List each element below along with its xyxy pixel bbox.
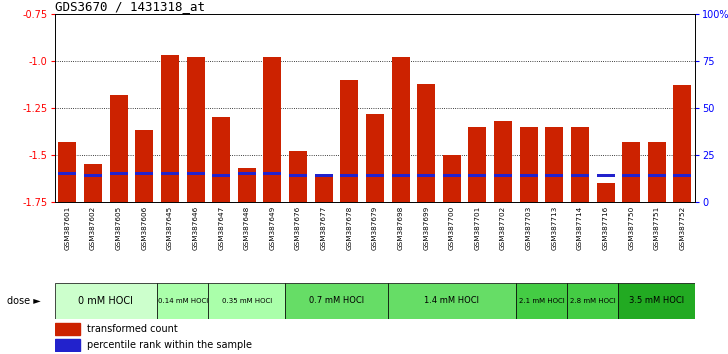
Text: GSM387750: GSM387750 — [628, 206, 634, 250]
Bar — [545, 174, 563, 177]
Text: GSM387678: GSM387678 — [347, 206, 352, 250]
Bar — [596, 183, 614, 202]
Bar — [314, 177, 333, 202]
Bar — [289, 174, 307, 177]
Bar — [596, 174, 614, 177]
Text: GSM387679: GSM387679 — [372, 206, 378, 250]
Text: GSM387751: GSM387751 — [654, 206, 660, 250]
Bar — [443, 155, 461, 202]
Text: GSM387700: GSM387700 — [448, 206, 455, 250]
Bar — [135, 131, 154, 202]
Bar — [520, 127, 538, 202]
Bar — [238, 168, 256, 202]
Bar — [468, 174, 486, 177]
Bar — [417, 174, 435, 177]
Text: GSM387646: GSM387646 — [192, 206, 199, 250]
Bar — [84, 164, 102, 202]
Text: GSM387605: GSM387605 — [116, 206, 122, 250]
Bar — [58, 172, 76, 175]
Bar — [314, 174, 333, 177]
Bar — [340, 174, 358, 177]
Bar — [622, 142, 640, 202]
Bar — [55, 283, 157, 319]
Text: GSM387606: GSM387606 — [141, 206, 147, 250]
Bar — [55, 322, 80, 335]
Text: GDS3670 / 1431318_at: GDS3670 / 1431318_at — [55, 0, 205, 13]
Bar — [289, 151, 307, 202]
Bar — [208, 283, 285, 319]
Bar — [264, 172, 282, 175]
Text: 0 mM HOCl: 0 mM HOCl — [79, 296, 133, 306]
Bar — [212, 174, 230, 177]
Text: GSM387702: GSM387702 — [500, 206, 506, 250]
Text: GSM387602: GSM387602 — [90, 206, 96, 250]
Bar — [186, 172, 205, 175]
Bar — [494, 121, 512, 202]
Bar — [516, 283, 567, 319]
Bar — [285, 283, 388, 319]
Bar — [264, 57, 282, 202]
Bar — [468, 127, 486, 202]
Text: GSM387703: GSM387703 — [526, 206, 531, 250]
Text: GSM387752: GSM387752 — [679, 206, 686, 250]
Text: GSM387649: GSM387649 — [269, 206, 275, 250]
Bar — [673, 85, 692, 202]
Bar — [388, 283, 516, 319]
Bar — [571, 127, 589, 202]
Bar — [161, 172, 179, 175]
Bar — [110, 172, 127, 175]
Bar — [238, 172, 256, 175]
Text: 2.1 mM HOCl: 2.1 mM HOCl — [518, 298, 564, 304]
Bar — [161, 56, 179, 202]
Text: GSM387677: GSM387677 — [320, 206, 327, 250]
Text: GSM387648: GSM387648 — [244, 206, 250, 250]
Bar — [58, 142, 76, 202]
Text: 2.8 mM HOCl: 2.8 mM HOCl — [570, 298, 616, 304]
Bar — [622, 174, 640, 177]
Bar — [494, 174, 512, 177]
Text: 0.7 mM HOCl: 0.7 mM HOCl — [309, 296, 364, 306]
Bar — [648, 142, 666, 202]
Bar — [648, 174, 666, 177]
Bar — [618, 283, 695, 319]
Bar — [157, 283, 208, 319]
Bar — [571, 174, 589, 177]
Bar — [392, 174, 410, 177]
Text: 1.4 mM HOCl: 1.4 mM HOCl — [424, 296, 479, 306]
Bar — [55, 338, 80, 350]
Bar — [392, 57, 410, 202]
Text: GSM387647: GSM387647 — [218, 206, 224, 250]
Text: GSM387645: GSM387645 — [167, 206, 173, 250]
Text: GSM387698: GSM387698 — [397, 206, 403, 250]
Text: GSM387676: GSM387676 — [295, 206, 301, 250]
Bar — [84, 174, 102, 177]
Text: 3.5 mM HOCl: 3.5 mM HOCl — [629, 296, 684, 306]
Text: GSM387699: GSM387699 — [423, 206, 430, 250]
Text: GSM387714: GSM387714 — [577, 206, 583, 250]
Text: GSM387701: GSM387701 — [475, 206, 480, 250]
Bar — [110, 95, 127, 202]
Bar — [366, 114, 384, 202]
Bar — [366, 174, 384, 177]
Bar — [673, 174, 692, 177]
Bar — [340, 80, 358, 202]
Text: transformed count: transformed count — [87, 324, 178, 334]
Text: dose ►: dose ► — [7, 296, 41, 306]
Bar — [186, 57, 205, 202]
Text: GSM387601: GSM387601 — [64, 206, 71, 250]
Bar — [520, 174, 538, 177]
Text: percentile rank within the sample: percentile rank within the sample — [87, 339, 252, 350]
Bar — [417, 84, 435, 202]
Bar — [212, 118, 230, 202]
Bar — [443, 174, 461, 177]
Bar — [567, 283, 618, 319]
Bar — [135, 172, 154, 175]
Text: GSM387716: GSM387716 — [603, 206, 609, 250]
Text: 0.14 mM HOCl: 0.14 mM HOCl — [157, 298, 208, 304]
Bar — [545, 127, 563, 202]
Text: 0.35 mM HOCl: 0.35 mM HOCl — [221, 298, 272, 304]
Text: GSM387713: GSM387713 — [551, 206, 558, 250]
